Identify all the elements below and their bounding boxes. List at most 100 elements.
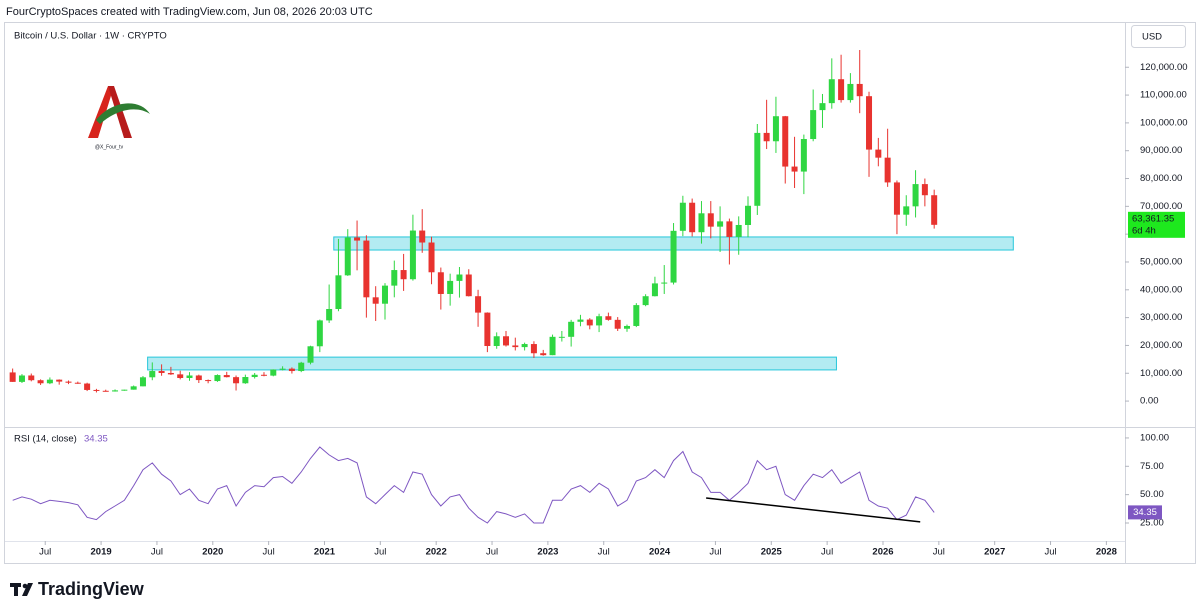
candle-body — [316, 320, 323, 347]
y-tick-label: 20,000.00 — [1140, 340, 1182, 351]
candle-body — [502, 336, 509, 346]
last-price-tag — [1128, 211, 1185, 238]
y-tick-label: 50.00 — [1140, 489, 1164, 500]
candle-body — [93, 389, 100, 391]
candle-body — [633, 305, 640, 326]
candle-body — [512, 345, 519, 348]
x-tick-label: Jul — [709, 547, 721, 558]
candle-body — [18, 375, 25, 382]
candle-body — [661, 282, 668, 284]
y-tick-label: 120,000.00 — [1140, 62, 1188, 73]
candle-body — [233, 377, 240, 384]
candle-body — [56, 379, 63, 382]
candle-body — [689, 202, 696, 233]
y-tick-label: 25.00 — [1140, 518, 1164, 529]
y-tick-label: 100.00 — [1140, 432, 1169, 443]
candle-body — [475, 296, 482, 313]
candle-body — [400, 270, 407, 280]
candle-body — [214, 375, 221, 382]
x-tick-label: Jul — [374, 547, 386, 558]
y-tick-label: 70,000.00 — [1140, 201, 1182, 212]
candle-body — [177, 374, 184, 378]
candle-body — [381, 285, 388, 304]
x-tick-label: Jul — [263, 547, 275, 558]
candle-body — [28, 375, 35, 381]
candle-body — [195, 375, 202, 381]
candle-body — [586, 319, 593, 326]
candle-body — [298, 362, 305, 372]
candle-body — [754, 132, 761, 206]
x-tick-label: 2023 — [537, 547, 558, 558]
candle-body — [866, 96, 873, 150]
y-tick-label: 0.00 — [1140, 396, 1159, 407]
candle-body — [102, 390, 109, 392]
candle-body — [717, 221, 724, 227]
rsi-tag — [1128, 505, 1162, 520]
candle-body — [921, 184, 928, 196]
candle-body — [931, 195, 938, 225]
candle-body — [9, 372, 16, 382]
support-zone — [147, 356, 837, 371]
candle-body — [670, 230, 677, 283]
candle-body — [223, 375, 230, 378]
candle-body — [726, 221, 733, 237]
candle-body — [828, 79, 835, 104]
rsi-current: 34.35 — [84, 434, 108, 445]
candle-body — [428, 242, 435, 273]
x-tick-label: Jul — [486, 547, 498, 558]
candle-body — [344, 237, 351, 276]
candle-body — [112, 390, 119, 392]
countdown: 6d 4h — [1132, 225, 1156, 236]
candle-body — [46, 379, 53, 384]
candle-body — [121, 389, 128, 391]
candle-body — [596, 316, 603, 326]
candle-body — [800, 139, 807, 172]
candle-body — [205, 380, 212, 382]
candle-body — [409, 230, 416, 280]
candle-body — [624, 325, 631, 329]
logo-swoosh — [96, 103, 150, 124]
y-tick-label: 50,000.00 — [1140, 256, 1182, 267]
candle-body — [912, 184, 919, 207]
symbol-title: Bitcoin / U.S. Dollar · 1W · CRYPTO — [14, 31, 167, 42]
candle-body — [698, 213, 705, 233]
currency-box — [1131, 25, 1186, 48]
candle-body — [465, 274, 472, 297]
candle-body — [577, 319, 584, 322]
trendline — [706, 497, 921, 523]
candle-body — [335, 275, 342, 309]
candle-body — [84, 383, 91, 390]
candle-body — [447, 280, 454, 294]
candle-body — [819, 103, 826, 111]
candle-body — [158, 371, 165, 373]
candle-body — [745, 205, 752, 225]
candle-body — [326, 308, 333, 321]
candle-body — [260, 374, 267, 376]
x-tick-label: Jul — [598, 547, 610, 558]
candle-body — [791, 166, 798, 172]
candle-body — [642, 296, 649, 306]
y-tick-label: 40,000.00 — [1140, 284, 1182, 295]
candle-body — [651, 283, 658, 297]
x-tick-label: 2021 — [314, 547, 336, 558]
candle-body — [363, 240, 370, 298]
candle-body — [838, 79, 845, 101]
chart-frame — [4, 22, 1196, 564]
candle-body — [493, 336, 500, 346]
candle-body — [419, 230, 426, 243]
candle-body — [605, 316, 612, 320]
candle-body — [893, 182, 900, 215]
candle-body — [735, 224, 742, 237]
rsi-tag-label: 34.35 — [1133, 507, 1157, 518]
candle-body — [167, 372, 174, 375]
candle-body — [251, 374, 258, 378]
candle-body — [74, 382, 81, 384]
candle-body — [903, 206, 910, 215]
credit: FourCryptoSpaces created with TradingVie… — [6, 6, 373, 18]
logo-handle: @X_Four_tv — [95, 144, 124, 150]
candle-body — [847, 83, 854, 101]
candle-body — [372, 297, 379, 304]
y-tick-label: 100,000.00 — [1140, 117, 1188, 128]
